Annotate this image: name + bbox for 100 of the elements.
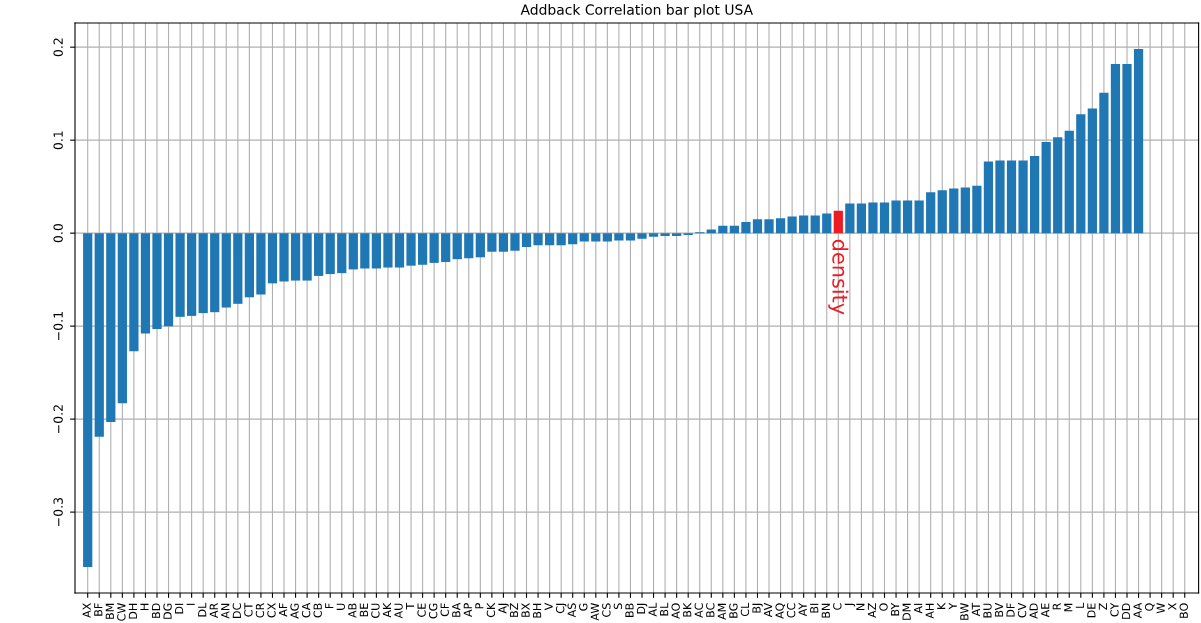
x-tick-label: DG [163,603,172,619]
x-tick-label: CV [1017,602,1027,618]
x-tick-label: AY [798,602,807,617]
bar [787,216,797,234]
x-tick-label: AS [567,603,576,618]
x-tick-label: AI [914,603,923,614]
bar [591,233,601,242]
bar [764,219,774,234]
bar [914,200,924,234]
bar [706,229,716,234]
x-tick-label: AW [590,603,599,621]
annotation: density [828,239,849,315]
bar [856,203,867,234]
bar [845,203,855,234]
bar [648,233,659,237]
bar [1053,137,1063,234]
x-tick-label: DM [902,603,911,620]
x-tick-label: DL [198,602,207,617]
x-tick-label: T [406,602,415,610]
x-tick-label: BK [683,602,692,617]
bar [1087,108,1097,234]
x-tick-label: BJ [752,603,763,613]
bar [1064,130,1074,234]
x-tick-label: AR [209,603,218,618]
bar [902,200,913,234]
x-tick-label: O [879,603,888,611]
x-tick-label: BE [359,603,368,617]
bar [406,233,416,266]
bar [568,233,578,245]
x-tick-label: AU [394,603,403,619]
bar [175,233,185,317]
x-tick-label: Y [948,602,957,610]
bar [152,233,162,329]
bar [879,202,890,234]
bar [360,233,370,269]
bar [1041,142,1051,234]
bar [1133,49,1144,234]
y-tick-label: −0.1 [53,312,63,340]
chart-title: Addback Correlation bar plot USA [520,4,753,18]
x-tick-label: AE [1041,603,1050,618]
x-tick-label: BW [960,603,969,620]
x-tick-label: CC [786,603,796,618]
x-tick-label: AQ [775,603,786,619]
x-tick-label: AL [648,602,657,617]
bar [556,233,566,246]
y-tick-label: 0.1 [53,131,63,150]
bar [891,200,901,234]
bar [198,233,208,314]
bar [960,187,970,234]
x-tick-label: CE [417,603,426,617]
bar [429,233,439,263]
x-tick-label: X [1168,603,1177,610]
x-tick-label: BZ [509,603,519,617]
x-tick-label: BV [994,602,1004,617]
x-tick-label: AT [971,602,980,617]
x-tick-label: BY [891,602,900,616]
bar [937,190,947,234]
bar [949,188,959,234]
x-tick-label: AH [925,603,934,619]
x-tick-label: CA [301,602,311,618]
x-tick-label: I [186,603,195,605]
bar [510,233,520,251]
x-tick-label: Q [1144,603,1155,611]
bar [221,233,231,308]
x-tick-label: CB [313,603,322,618]
x-tick-label: AC [694,603,703,618]
bar [1006,160,1017,234]
bar [383,233,393,268]
bar [337,233,347,274]
bar [752,219,763,234]
bar [1018,160,1028,234]
x-tick-label: AO [671,603,680,619]
bar [729,225,739,234]
x-tick-label: M [1064,603,1073,612]
x-tick-label: G [579,603,588,611]
bar [279,233,289,282]
x-tick-label: R [1052,603,1061,610]
bar [660,233,670,236]
x-tick-label: CR [255,603,265,618]
bar [417,233,428,265]
bar [521,233,532,248]
x-tick-label: H [140,603,149,610]
bar [106,233,116,422]
x-tick-label: CS [602,603,611,617]
x-tick-label: P [475,603,484,609]
x-tick-label: C [833,603,842,610]
x-tick-label: DE [1087,603,1096,618]
x-tick-label: CF [440,603,449,617]
x-tick-label: DJ [636,603,648,614]
y-tick-label: −0.3 [53,497,63,526]
x-tick-label: BH [533,603,542,618]
x-tick-label: AB [348,603,357,618]
bar [1122,63,1132,234]
x-tick-label: BO [1179,603,1188,618]
bar [544,233,555,246]
x-tick-label: BB [625,603,634,617]
x-tick-label: DC [232,603,242,618]
bar [533,233,543,246]
bar [614,233,624,241]
x-tick-label: CL [740,602,750,617]
